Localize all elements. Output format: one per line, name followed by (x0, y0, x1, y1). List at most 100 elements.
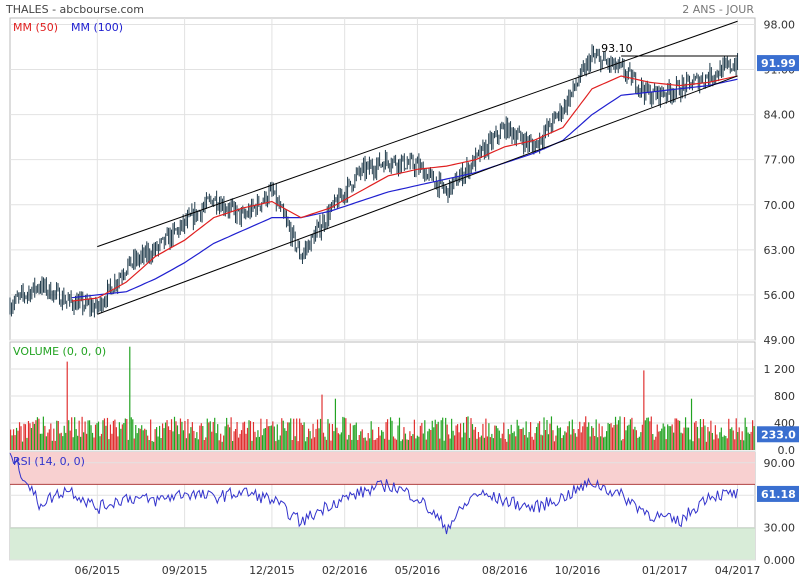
volume-bar (24, 424, 27, 450)
volume-bar (403, 427, 405, 450)
volume-bar (138, 428, 140, 450)
volume-bar (181, 421, 183, 450)
volume-bar (448, 434, 450, 450)
volume-bar (644, 420, 646, 450)
price-legend: MM (50) MM (100) (13, 21, 123, 34)
volume-bar (318, 428, 320, 450)
chart-title: THALES - abcbourse.com (5, 3, 144, 16)
volume-bar (513, 431, 515, 450)
volume-bar (728, 418, 730, 450)
volume-bar (130, 417, 132, 450)
volume-bar (589, 436, 591, 450)
volume-bar (400, 441, 402, 450)
volume-bar (127, 439, 129, 450)
volume-bar (14, 435, 16, 450)
volume-bar (577, 429, 579, 450)
volume-bar (99, 436, 101, 450)
volume-bar (445, 417, 447, 450)
volume-bar (552, 430, 554, 450)
volume-bar (242, 422, 244, 450)
x-tick-label: 06/2015 (74, 564, 120, 577)
volume-bar (315, 428, 317, 450)
volume-bar (558, 428, 560, 450)
volume-bar (178, 434, 180, 450)
volume-bar (476, 438, 478, 450)
volume-bar (50, 423, 52, 450)
volume-bar (743, 440, 745, 450)
volume-bar (655, 436, 657, 450)
volume-bar (492, 438, 494, 450)
volume-bar (65, 432, 67, 450)
volume-bar (458, 432, 460, 450)
volume-bar (254, 431, 256, 450)
volume-bar (236, 422, 238, 450)
volume-bar (12, 429, 15, 450)
volume-bar (443, 440, 445, 450)
volume-bar (175, 421, 177, 450)
volume-bar (428, 428, 430, 450)
volume-bar (677, 420, 679, 450)
volume-bar (570, 434, 572, 450)
volume-bar (430, 430, 432, 450)
volume-bar (391, 420, 393, 450)
volume-bar (525, 421, 527, 450)
volume-bar (300, 422, 302, 450)
volume-bar (752, 420, 754, 450)
y-tick-label: 98.00 (764, 18, 796, 31)
volume-bar (84, 421, 86, 450)
volume-bar (211, 431, 213, 450)
volume-bar (720, 427, 722, 450)
volume-bar (667, 424, 669, 450)
volume-bar (156, 427, 158, 450)
volume-bar (27, 421, 30, 450)
volume-bar (601, 426, 603, 450)
volume-bar (305, 441, 307, 450)
volume-bar (498, 430, 500, 450)
volume-bar (416, 435, 418, 450)
volume-bar (708, 431, 710, 450)
volume-bar (491, 433, 493, 450)
volume-bar (194, 438, 196, 450)
volume-bar (367, 433, 369, 450)
volume-bar (287, 422, 289, 450)
volume-bar (412, 434, 414, 450)
volume-bar (361, 429, 363, 450)
volume-bar (717, 438, 719, 450)
volume-bar (63, 425, 65, 450)
volume-bar (299, 418, 301, 450)
volume-bar (617, 420, 620, 450)
volume-bar (485, 418, 487, 450)
volume-bar (711, 433, 713, 450)
volume-bar (288, 422, 290, 450)
volume-bar (41, 433, 43, 450)
rsi-oversold-zone (10, 527, 755, 560)
y-tick-label: 84.00 (764, 109, 796, 122)
volume-bar (610, 423, 612, 450)
volume-bar (480, 435, 483, 450)
rsi-last-value-badge (757, 485, 799, 502)
volume-bar (264, 428, 266, 450)
volume-bar (309, 431, 311, 450)
volume-bar (370, 421, 372, 450)
volume-bar (474, 427, 477, 450)
volume-bar (676, 418, 678, 450)
volume-bar (640, 432, 642, 450)
volume-bar (324, 436, 326, 450)
volume-bar (39, 433, 41, 450)
volume-bar (285, 430, 287, 450)
volume-bar (386, 419, 389, 450)
volume-bar (200, 423, 202, 450)
volume-bar (449, 438, 451, 450)
volume-bar (248, 420, 250, 450)
volume-bar (188, 433, 190, 450)
volume-bar (71, 417, 73, 450)
volume-bar (366, 440, 368, 450)
volume-bar (340, 432, 342, 450)
volume-bar (385, 422, 387, 450)
volume-bar (106, 417, 109, 450)
volume-bar (397, 425, 399, 450)
volume-bar (185, 438, 188, 450)
volume-bar (680, 432, 682, 450)
rsi-last-value: 61.18 (761, 488, 796, 501)
volume-bar (451, 418, 453, 450)
